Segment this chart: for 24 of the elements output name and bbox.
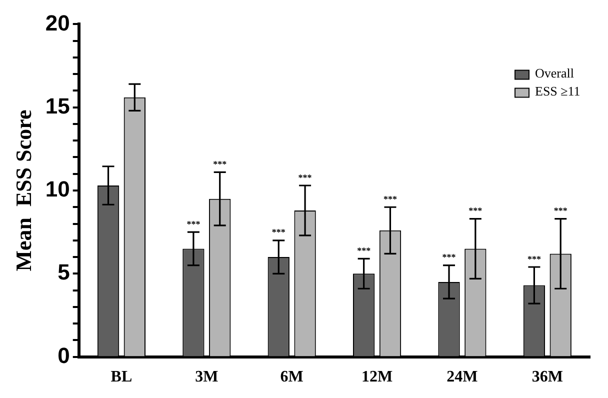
annotation: *** [298,172,312,182]
legend-label: ESS ≥11 [535,84,580,99]
annotation: *** [468,206,483,216]
y-tick-label: 10 [45,176,70,202]
annotation: *** [213,159,228,170]
x-tick-label: 3M [195,368,218,386]
y-tick-label: 5 [58,260,70,285]
x-tick-label: 12M [361,368,393,386]
legend-label: Overall [535,66,574,81]
x-tick-label: BL [110,368,132,386]
annotation: *** [272,227,286,238]
annotation: *** [527,254,542,264]
annotation: *** [442,252,456,262]
x-tick-label: 6M [280,368,304,386]
y-tick-label: 15 [45,93,70,118]
y-tick-label: 20 [45,10,70,36]
x-tick-label: 24M [446,368,478,386]
y-axis-title: Mean ESS Score [10,109,36,272]
annotation: *** [357,246,372,256]
x-tick-label: 36M [532,368,563,386]
y-tick-label: 0 [58,342,70,368]
annotation: *** [383,194,398,204]
annotation: *** [186,218,201,229]
annotation: *** [554,206,568,216]
